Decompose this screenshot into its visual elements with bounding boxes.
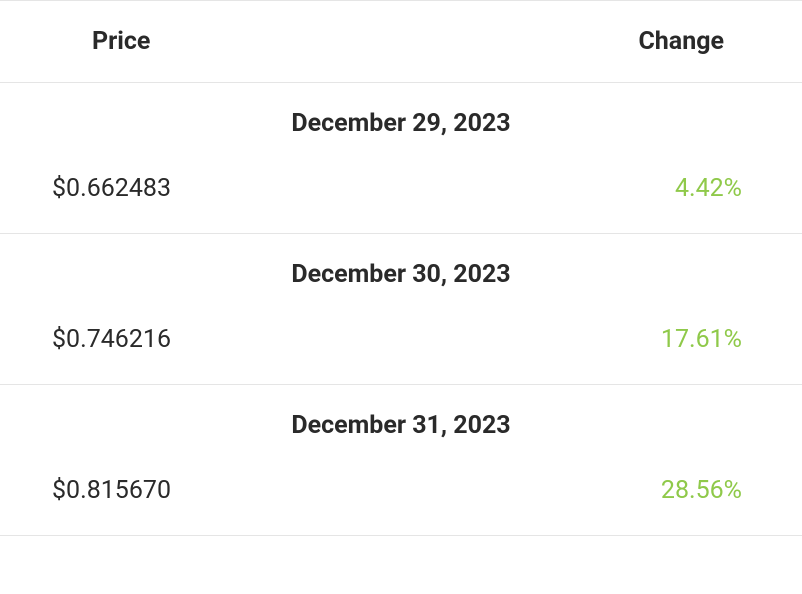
price-value: $0.662483 xyxy=(0,156,410,234)
change-value: 17.61% xyxy=(410,307,802,385)
price-table: Price Change December 29, 2023 $0.662483… xyxy=(0,0,802,536)
date-label: December 29, 2023 xyxy=(0,83,802,157)
change-value: 28.56% xyxy=(410,458,802,536)
price-column-header: Price xyxy=(0,1,410,83)
table-header-row: Price Change xyxy=(0,1,802,83)
table-row: $0.662483 4.42% xyxy=(0,156,802,234)
table-body: December 29, 2023 $0.662483 4.42% Decemb… xyxy=(0,83,802,536)
date-row: December 31, 2023 xyxy=(0,385,802,459)
table-row: $0.746216 17.61% xyxy=(0,307,802,385)
table-row: $0.815670 28.56% xyxy=(0,458,802,536)
change-column-header: Change xyxy=(410,1,802,83)
price-value: $0.815670 xyxy=(0,458,410,536)
change-value: 4.42% xyxy=(410,156,802,234)
date-label: December 30, 2023 xyxy=(0,234,802,308)
date-row: December 30, 2023 xyxy=(0,234,802,308)
price-value: $0.746216 xyxy=(0,307,410,385)
date-label: December 31, 2023 xyxy=(0,385,802,459)
date-row: December 29, 2023 xyxy=(0,83,802,157)
